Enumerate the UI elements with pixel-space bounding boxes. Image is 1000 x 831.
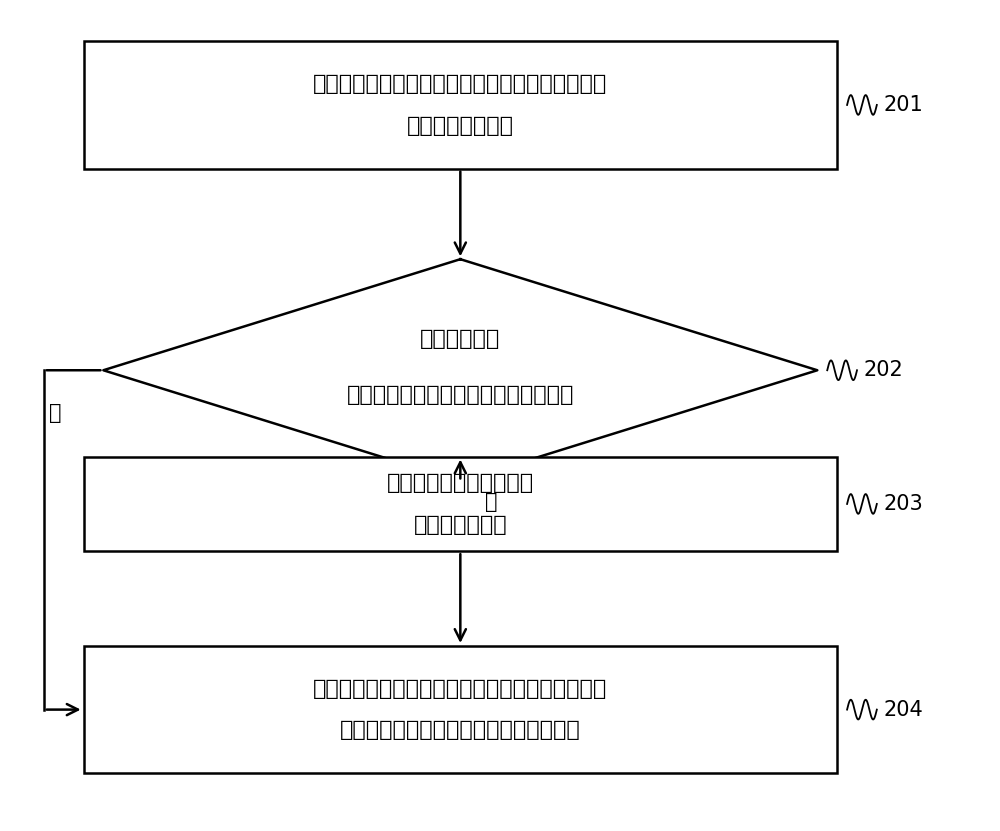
Text: 流表申请消息: 流表申请消息 bbox=[420, 329, 500, 349]
Text: 是: 是 bbox=[49, 403, 61, 423]
Text: 201: 201 bbox=[884, 95, 924, 115]
Text: 根据预定时间内收到的流表申请消息，基于对应的: 根据预定时间内收到的流表申请消息，基于对应的 bbox=[313, 679, 607, 699]
Text: 203: 203 bbox=[884, 494, 924, 514]
Text: 生成对应类型的流表模板: 生成对应类型的流表模板 bbox=[387, 474, 534, 494]
Text: 202: 202 bbox=[864, 361, 904, 381]
Bar bbox=[84, 646, 837, 774]
Bar bbox=[84, 42, 837, 169]
Text: 204: 204 bbox=[884, 700, 924, 720]
Text: 表申请消息的类型: 表申请消息的类型 bbox=[407, 116, 514, 135]
Text: 类型对应的流表模板已发送给交换机？: 类型对应的流表模板已发送给交换机？ bbox=[347, 385, 574, 405]
Text: 并发送给交换机: 并发送给交换机 bbox=[414, 514, 507, 534]
Text: 流表模板生成流表组消息并发送给交换机: 流表模板生成流表组消息并发送给交换机 bbox=[340, 720, 581, 740]
Text: 否: 否 bbox=[485, 492, 498, 512]
Polygon shape bbox=[103, 259, 817, 481]
Bar bbox=[84, 456, 837, 551]
Text: 控制器收到来自交换机的流表申请消息后，识别流: 控制器收到来自交换机的流表申请消息后，识别流 bbox=[313, 75, 607, 95]
